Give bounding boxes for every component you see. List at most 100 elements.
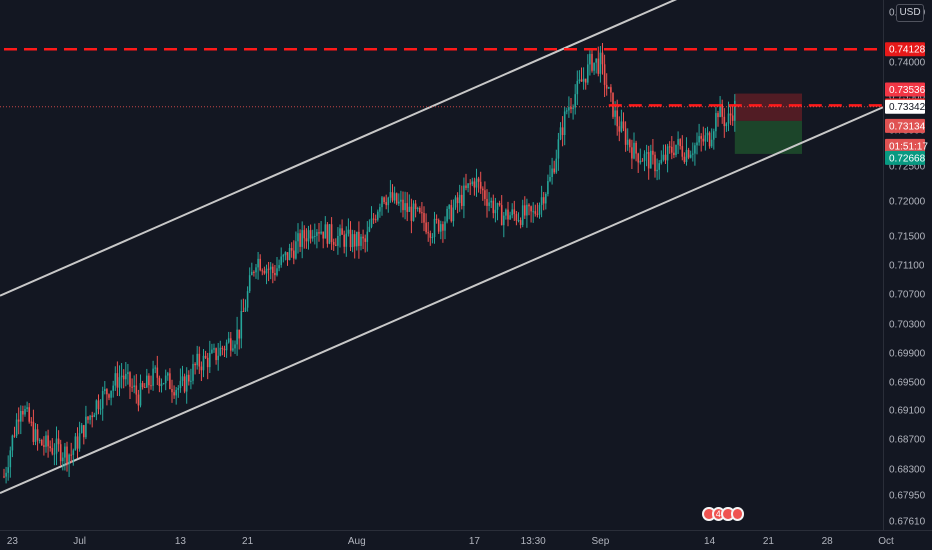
candle-body bbox=[580, 79, 583, 82]
time-tick-label: Aug bbox=[348, 536, 366, 547]
candle-body bbox=[496, 203, 499, 210]
candle-body bbox=[494, 209, 497, 214]
candle-body bbox=[576, 80, 579, 95]
candle-body bbox=[452, 207, 455, 222]
candle-body bbox=[13, 435, 16, 437]
candle-body bbox=[383, 197, 385, 203]
candle-body bbox=[47, 435, 49, 447]
candle-body bbox=[645, 152, 648, 154]
candle-body bbox=[244, 307, 247, 312]
trend-channel[interactable] bbox=[0, 0, 884, 494]
candle-body bbox=[488, 202, 490, 206]
candle-body bbox=[114, 373, 117, 386]
candle-body bbox=[408, 206, 411, 212]
entry-price-tag-bg bbox=[885, 118, 925, 133]
candle-body bbox=[15, 419, 18, 436]
candle-body bbox=[305, 238, 308, 242]
candle-body bbox=[608, 87, 610, 89]
candle-body bbox=[694, 145, 696, 154]
price-tick-label: 0.69500 bbox=[889, 378, 926, 389]
target-price-tag: 0.72668 bbox=[889, 153, 926, 164]
candle-body bbox=[566, 110, 568, 112]
candle-body bbox=[309, 230, 312, 239]
candle-body bbox=[330, 224, 333, 242]
candle-body bbox=[660, 159, 663, 164]
candle-body bbox=[492, 200, 495, 214]
candle-body bbox=[362, 236, 364, 239]
candle-body bbox=[259, 258, 261, 271]
horizontal-levels[interactable] bbox=[0, 47, 883, 108]
time-axis[interactable]: 23 Jul 13 21 Aug 17 13:30 Sep 14 21 28 Oct bbox=[0, 530, 932, 548]
candle-body bbox=[162, 383, 165, 385]
candle-body bbox=[219, 347, 222, 356]
candle-body bbox=[589, 53, 591, 65]
candle-body bbox=[404, 203, 406, 211]
time-tick-label: Sep bbox=[592, 536, 610, 547]
channel-upper-line[interactable] bbox=[0, 0, 883, 297]
candle-body bbox=[303, 230, 306, 239]
candle-body bbox=[639, 160, 642, 163]
candle-body bbox=[601, 52, 604, 65]
stop-price-tag: 0.73536 bbox=[889, 85, 926, 96]
candle-body bbox=[706, 132, 709, 136]
candle-body bbox=[500, 205, 503, 226]
candle-body bbox=[412, 203, 415, 221]
candle-body bbox=[120, 375, 123, 378]
time-tick-label: 14 bbox=[704, 536, 716, 547]
candle-body bbox=[517, 220, 520, 222]
candle-body bbox=[419, 207, 421, 213]
candle-body bbox=[9, 450, 12, 468]
channel-lower-line[interactable] bbox=[0, 106, 884, 494]
event-icon[interactable] bbox=[730, 507, 744, 521]
candle-body bbox=[358, 231, 360, 246]
candle-body bbox=[230, 338, 232, 351]
take-profit-zone[interactable] bbox=[734, 120, 802, 154]
candle-body bbox=[416, 207, 419, 209]
candle-body bbox=[251, 271, 253, 276]
candle-body bbox=[141, 383, 144, 388]
candle-body bbox=[108, 394, 110, 398]
candle-body bbox=[206, 357, 209, 368]
currency-label[interactable]: USD bbox=[896, 4, 924, 22]
candle-body bbox=[442, 224, 444, 231]
candle-body bbox=[217, 355, 219, 361]
candle-body bbox=[175, 389, 177, 396]
candle-body bbox=[324, 224, 327, 239]
candle-body bbox=[652, 150, 654, 155]
economic-events-marker[interactable]: 4 bbox=[702, 503, 744, 525]
candle-body bbox=[677, 139, 679, 145]
candle-body bbox=[618, 126, 621, 132]
candle-body bbox=[731, 115, 734, 121]
candle-body bbox=[284, 252, 287, 256]
candle-body bbox=[150, 385, 152, 387]
candle-body bbox=[135, 385, 138, 395]
candle-body bbox=[246, 291, 249, 308]
candle-body bbox=[17, 419, 20, 422]
price-tick-label: 0.67950 bbox=[889, 491, 926, 502]
candle-body bbox=[692, 153, 694, 155]
last-price-tag: 0.73342 bbox=[889, 102, 926, 113]
candle-body bbox=[99, 408, 102, 410]
candle-body bbox=[276, 268, 278, 276]
candle-body bbox=[727, 113, 730, 124]
time-tick-label: Oct bbox=[878, 536, 894, 547]
candle-body bbox=[477, 178, 480, 182]
candle-body bbox=[280, 256, 282, 266]
candle-body bbox=[104, 389, 106, 391]
candle-body bbox=[568, 107, 570, 111]
candle-body bbox=[200, 366, 203, 371]
candle-body bbox=[526, 204, 528, 216]
candle-body bbox=[698, 136, 700, 143]
candle-body bbox=[414, 203, 417, 209]
candle-body bbox=[311, 236, 314, 239]
candle-body bbox=[631, 147, 633, 159]
price-axis[interactable]: 0.745000.740000.735000.730000.725000.720… bbox=[883, 0, 926, 530]
candle-body bbox=[647, 152, 650, 169]
candle-body bbox=[454, 197, 457, 208]
candle-body bbox=[587, 64, 589, 83]
time-tick-label: 13 bbox=[175, 536, 187, 547]
candle-body bbox=[387, 197, 390, 206]
position-tool[interactable] bbox=[734, 93, 802, 154]
candle-body bbox=[127, 372, 129, 374]
